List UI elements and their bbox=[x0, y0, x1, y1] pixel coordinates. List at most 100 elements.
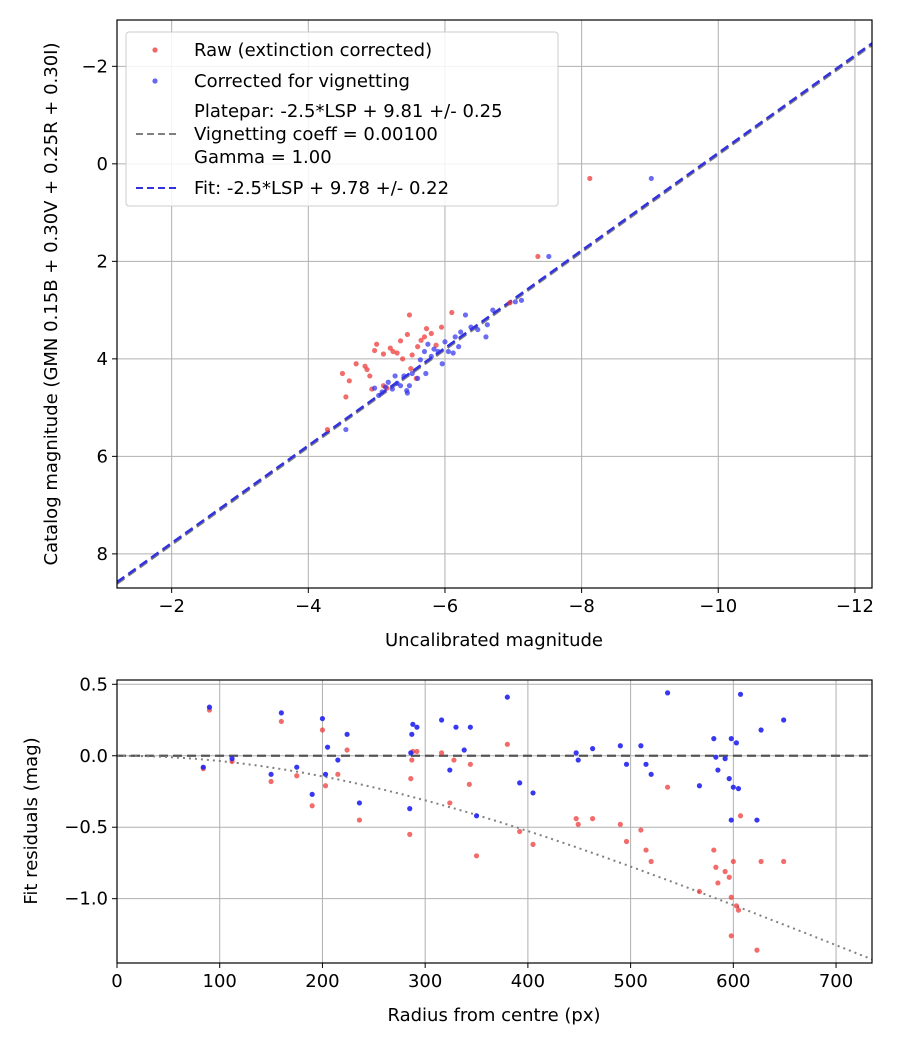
y-tick-label: 0 bbox=[97, 154, 108, 175]
corrected-residual-point bbox=[407, 806, 413, 812]
corrected-residual-point bbox=[206, 704, 213, 710]
y-tick-label: 2 bbox=[97, 251, 108, 272]
raw-point bbox=[343, 394, 349, 400]
raw-residual-point bbox=[728, 933, 734, 939]
corrected-point bbox=[379, 389, 385, 395]
corrected-residual-point bbox=[356, 800, 363, 806]
raw-residual-point bbox=[407, 831, 413, 837]
raw-residual-point bbox=[466, 781, 472, 787]
raw-residual-point bbox=[573, 816, 579, 822]
corrected-residual-point bbox=[643, 761, 649, 767]
corrected-residual-point bbox=[408, 750, 414, 756]
corrected-residual-point bbox=[733, 740, 740, 746]
corrected-residual-point bbox=[335, 757, 341, 763]
raw-residual-point bbox=[309, 803, 315, 809]
corrected-residual-point bbox=[278, 710, 284, 716]
raw-residual-point bbox=[711, 847, 717, 853]
corrected-residual-point bbox=[409, 731, 415, 737]
x-tick-label: 0 bbox=[111, 971, 122, 992]
raw-point bbox=[415, 344, 421, 350]
raw-point bbox=[418, 337, 424, 343]
corrected-point bbox=[484, 322, 490, 328]
raw-residual-point bbox=[781, 858, 787, 865]
corrected-residual-point bbox=[713, 754, 719, 760]
y-tick-label: 8 bbox=[97, 544, 108, 565]
corrected-point bbox=[439, 361, 445, 367]
raw-point bbox=[380, 351, 387, 357]
raw-residual-point bbox=[268, 778, 274, 785]
top-y-axis-label: Catalog magnitude (GMN 0.15B + 0.30V + 0… bbox=[41, 42, 62, 565]
raw-residual-point bbox=[408, 776, 414, 782]
corrected-residual-point bbox=[309, 791, 315, 797]
corrected-residual-point bbox=[504, 694, 510, 700]
raw-residual-point bbox=[278, 718, 284, 725]
corrected-residual-point bbox=[324, 744, 331, 750]
legend-frame bbox=[125, 31, 559, 207]
corrected-point bbox=[475, 326, 481, 333]
raw-residual-point bbox=[294, 773, 300, 779]
x-tick-label: 700 bbox=[819, 971, 853, 992]
corrected-point bbox=[518, 297, 525, 303]
legend-raw-label: Raw (extinction corrected) bbox=[194, 40, 432, 61]
raw-residual-point bbox=[696, 888, 703, 895]
bottom-axes-frame bbox=[116, 679, 873, 964]
raw-residual-point bbox=[737, 813, 744, 819]
corrected-point bbox=[409, 370, 415, 377]
x-tick-label: −6 bbox=[432, 596, 459, 617]
top-axes-frame bbox=[116, 19, 873, 589]
corrected-residual-point bbox=[410, 721, 416, 727]
corrected-residual-point bbox=[715, 767, 721, 773]
x-tick-label: −12 bbox=[836, 596, 874, 617]
raw-point bbox=[587, 175, 593, 182]
top-y-ticks: −2 0 2 4 6 8 bbox=[81, 56, 117, 565]
raw-point bbox=[367, 373, 373, 379]
legend-fit-label: Fit: -2.5*LSP + 9.78 +/- 0.22 bbox=[194, 178, 449, 199]
corrected-point bbox=[442, 339, 448, 345]
corrected-point bbox=[512, 299, 518, 305]
corrected-point bbox=[343, 426, 349, 433]
raw-residual-point bbox=[715, 880, 721, 886]
corrected-residual-point bbox=[722, 756, 728, 762]
corrected-residual-point bbox=[473, 813, 480, 819]
raw-residual-point bbox=[473, 853, 480, 859]
raw-point bbox=[507, 300, 513, 306]
corrected-residual-point bbox=[467, 724, 473, 730]
corrected-point bbox=[417, 357, 423, 363]
y-tick-label: −2 bbox=[81, 56, 108, 77]
corrected-residual-point bbox=[461, 747, 467, 753]
corrected-residual-point bbox=[344, 731, 350, 737]
corrected-point bbox=[490, 307, 496, 313]
corrected-residual-point bbox=[664, 690, 671, 696]
raw-residual-point bbox=[575, 821, 581, 827]
corrected-residual-point bbox=[638, 743, 644, 749]
bottom-reference-lines bbox=[117, 754, 872, 961]
residuals-plot: 0 100 200 300 400 500 600 700 0.5 0.0 −0.5 −1.0 Ra… bbox=[21, 674, 873, 1026]
corrected-residual-point bbox=[229, 756, 235, 762]
corrected-residual-point bbox=[758, 727, 764, 733]
raw-point bbox=[346, 378, 352, 384]
top-legend: Raw (extinction corrected) Corrected for… bbox=[125, 31, 559, 207]
raw-residual-point bbox=[589, 816, 596, 822]
legend-corrected-marker bbox=[152, 78, 158, 84]
raw-point bbox=[324, 426, 331, 433]
raw-residual-point bbox=[504, 741, 510, 747]
corrected-point bbox=[468, 324, 474, 330]
corrected-point bbox=[385, 379, 391, 385]
corrected-point bbox=[394, 380, 400, 386]
corrected-residual-point bbox=[711, 736, 717, 742]
corrected-residual-point bbox=[737, 691, 744, 697]
corrected-point bbox=[404, 390, 410, 396]
raw-point bbox=[408, 366, 414, 372]
raw-residual-point bbox=[438, 750, 445, 756]
corrected-point bbox=[452, 334, 458, 340]
corrected-point bbox=[428, 353, 434, 360]
y-tick-label: −0.5 bbox=[64, 817, 108, 838]
raw-point bbox=[449, 309, 455, 316]
y-tick-label: 0.5 bbox=[79, 674, 108, 695]
corrected-point bbox=[456, 344, 462, 350]
corrected-point bbox=[406, 383, 413, 389]
raw-point bbox=[394, 350, 400, 356]
raw-residual-point bbox=[643, 847, 649, 853]
corrected-point bbox=[382, 384, 389, 390]
corrected-residual-point bbox=[730, 784, 736, 790]
